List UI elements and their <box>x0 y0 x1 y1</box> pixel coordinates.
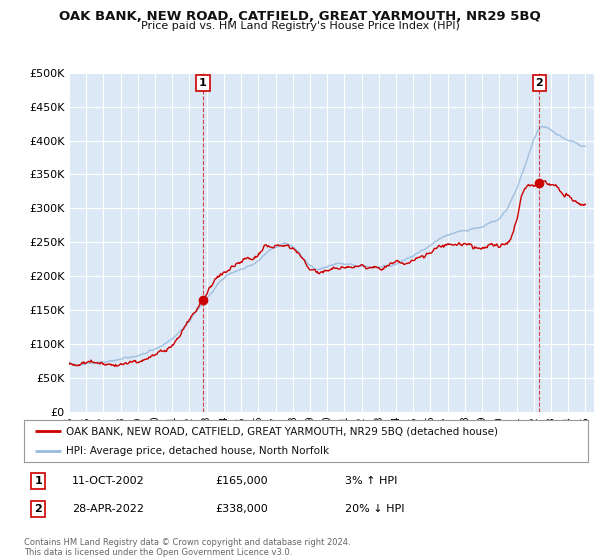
Text: HPI: Average price, detached house, North Norfolk: HPI: Average price, detached house, Nort… <box>66 446 329 456</box>
Text: 1: 1 <box>199 78 207 88</box>
Text: 28-APR-2022: 28-APR-2022 <box>72 504 144 514</box>
Text: £338,000: £338,000 <box>216 504 269 514</box>
Text: 2: 2 <box>34 504 42 514</box>
Text: Contains HM Land Registry data © Crown copyright and database right 2024.
This d: Contains HM Land Registry data © Crown c… <box>24 538 350 557</box>
Text: Price paid vs. HM Land Registry's House Price Index (HPI): Price paid vs. HM Land Registry's House … <box>140 21 460 31</box>
Text: 2: 2 <box>535 78 543 88</box>
Text: OAK BANK, NEW ROAD, CATFIELD, GREAT YARMOUTH, NR29 5BQ (detached house): OAK BANK, NEW ROAD, CATFIELD, GREAT YARM… <box>66 426 499 436</box>
Text: 11-OCT-2002: 11-OCT-2002 <box>72 476 145 486</box>
Text: 1: 1 <box>34 476 42 486</box>
Text: 3% ↑ HPI: 3% ↑ HPI <box>346 476 398 486</box>
Text: 20% ↓ HPI: 20% ↓ HPI <box>346 504 405 514</box>
Text: £165,000: £165,000 <box>216 476 268 486</box>
Text: OAK BANK, NEW ROAD, CATFIELD, GREAT YARMOUTH, NR29 5BQ: OAK BANK, NEW ROAD, CATFIELD, GREAT YARM… <box>59 10 541 23</box>
